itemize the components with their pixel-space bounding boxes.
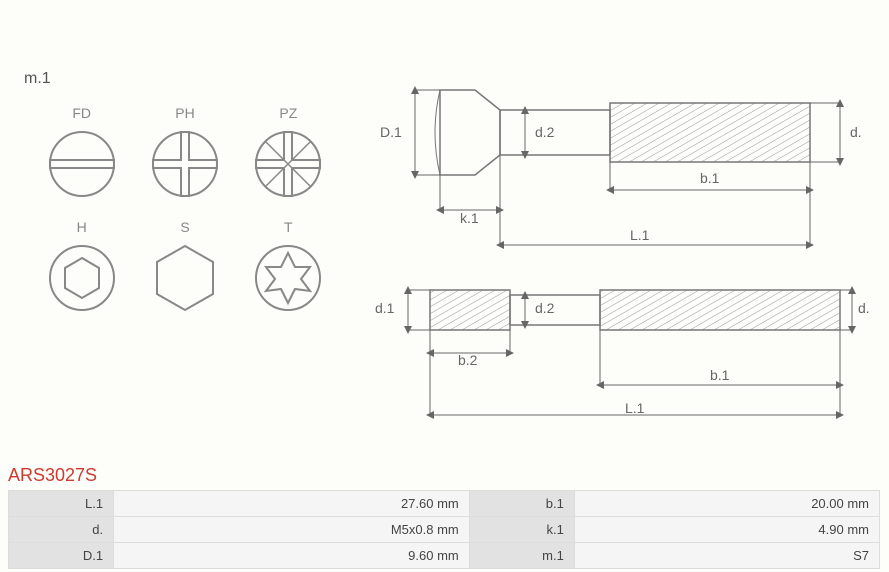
spec-key: L.1: [9, 491, 114, 517]
dim-b1b: b.1: [710, 367, 730, 383]
drive-type-grid: FD PH PZ H S T: [30, 105, 340, 333]
torx-icon: [253, 243, 323, 313]
dim-D1: D.1: [380, 124, 402, 140]
dim-L1: L.1: [630, 227, 650, 243]
spec-value: 4.90 mm: [574, 517, 879, 543]
spec-value: 27.60 mm: [114, 491, 470, 517]
table-row: D.19.60 mmm.1S7: [9, 543, 880, 569]
dim-L1b: L.1: [625, 400, 645, 416]
drive-h: H: [37, 219, 127, 313]
drive-label: S: [180, 219, 189, 235]
drive-label: PZ: [279, 105, 297, 121]
diagram-area: m.1 FD PH PZ H S: [0, 0, 889, 445]
spec-key: m.1: [469, 543, 574, 569]
drive-fd: FD: [37, 105, 127, 199]
spec-value: S7: [574, 543, 879, 569]
drive-label: H: [77, 219, 87, 235]
dim-d2b: d.2: [535, 300, 555, 316]
spec-value: 9.60 mm: [114, 543, 470, 569]
hex-external-icon: [150, 243, 220, 313]
spec-key: D.1: [9, 543, 114, 569]
drive-s: S: [140, 219, 230, 313]
dim-d: d.: [850, 124, 862, 140]
drive-row-2: H S T: [30, 219, 340, 313]
dim-b2: b.2: [458, 352, 478, 368]
dim-d-b: d.: [858, 300, 870, 316]
dim-d1: d.1: [375, 300, 395, 316]
hex-socket-icon: [47, 243, 117, 313]
table-row: L.127.60 mmb.120.00 mm: [9, 491, 880, 517]
spec-value: M5x0.8 mm: [114, 517, 470, 543]
drive-pz: PZ: [243, 105, 333, 199]
flat-drive-icon: [47, 129, 117, 199]
spec-key: k.1: [469, 517, 574, 543]
table-row: d.M5x0.8 mmk.14.90 mm: [9, 517, 880, 543]
spec-table: L.127.60 mmb.120.00 mmd.M5x0.8 mmk.14.90…: [8, 490, 880, 569]
spec-key: b.1: [469, 491, 574, 517]
drive-label: FD: [72, 105, 91, 121]
section-label: m.1: [24, 70, 51, 88]
technical-drawing: d.2 D.1 d. k.1 b.1 L.1: [370, 55, 880, 425]
product-code: ARS3027S: [8, 465, 97, 486]
drive-row-1: FD PH PZ: [30, 105, 340, 199]
spec-key: d.: [9, 517, 114, 543]
drive-t: T: [243, 219, 333, 313]
pozidriv-drive-icon: [253, 129, 323, 199]
dim-b1: b.1: [700, 170, 720, 186]
phillips-drive-icon: [150, 129, 220, 199]
drive-ph: PH: [140, 105, 230, 199]
dim-k1: k.1: [460, 210, 479, 226]
drive-label: T: [284, 219, 293, 235]
spec-value: 20.00 mm: [574, 491, 879, 517]
dim-d2: d.2: [535, 124, 555, 140]
drive-label: PH: [175, 105, 194, 121]
